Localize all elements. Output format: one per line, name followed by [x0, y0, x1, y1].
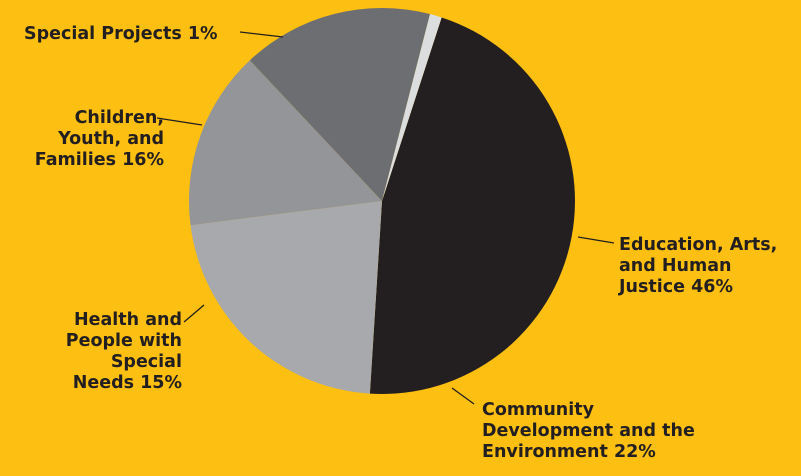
leader-line-education [577, 236, 615, 244]
slice-label-children-youth-families: Children, Youth, and Families 16% [34, 108, 164, 170]
slice-label-community-development: Community Development and the Environmen… [482, 400, 695, 462]
slice-children-youth-families [249, 7, 430, 201]
slice-community-development [190, 201, 382, 394]
leader-line-community [451, 387, 475, 405]
leader-line-special-projects [239, 31, 284, 38]
slice-label-education-arts-human-justice: Education, Arts, and Human Justice 46% [619, 235, 778, 297]
leader-line-health [183, 304, 205, 323]
slice-health-special-needs [188, 60, 382, 226]
slice-label-special-projects: Special Projects 1% [24, 24, 218, 44]
leader-line-children [156, 117, 203, 126]
slice-education-arts-human-justice [369, 17, 575, 395]
slice-label-health-special-needs: Health and People with Special Needs 15% [65, 310, 182, 393]
slice-special-projects [382, 14, 442, 202]
